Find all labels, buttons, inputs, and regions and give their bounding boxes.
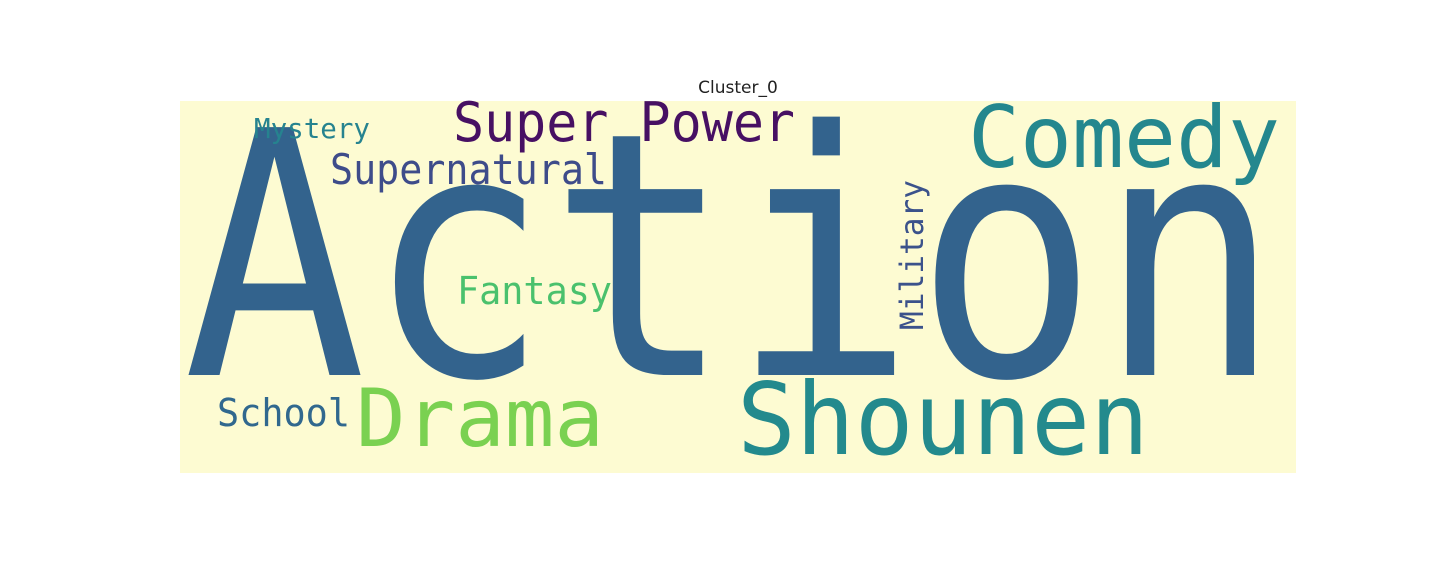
- cloud-background: [180, 101, 1296, 473]
- word-comedy: Comedy: [968, 88, 1280, 188]
- word-action: Action: [183, 60, 1281, 456]
- word-fantasy: Fantasy: [457, 269, 612, 313]
- chart-title: Cluster_0: [698, 78, 778, 98]
- word-supernatural: Supernatural: [330, 145, 607, 194]
- word-military: Military: [893, 180, 931, 330]
- word-mystery: Mystery: [254, 112, 370, 145]
- word-drama: Drama: [356, 372, 604, 465]
- word-super-power: Super Power: [453, 91, 795, 154]
- word-shounen: Shounen: [737, 361, 1149, 478]
- word-school: School: [217, 391, 350, 435]
